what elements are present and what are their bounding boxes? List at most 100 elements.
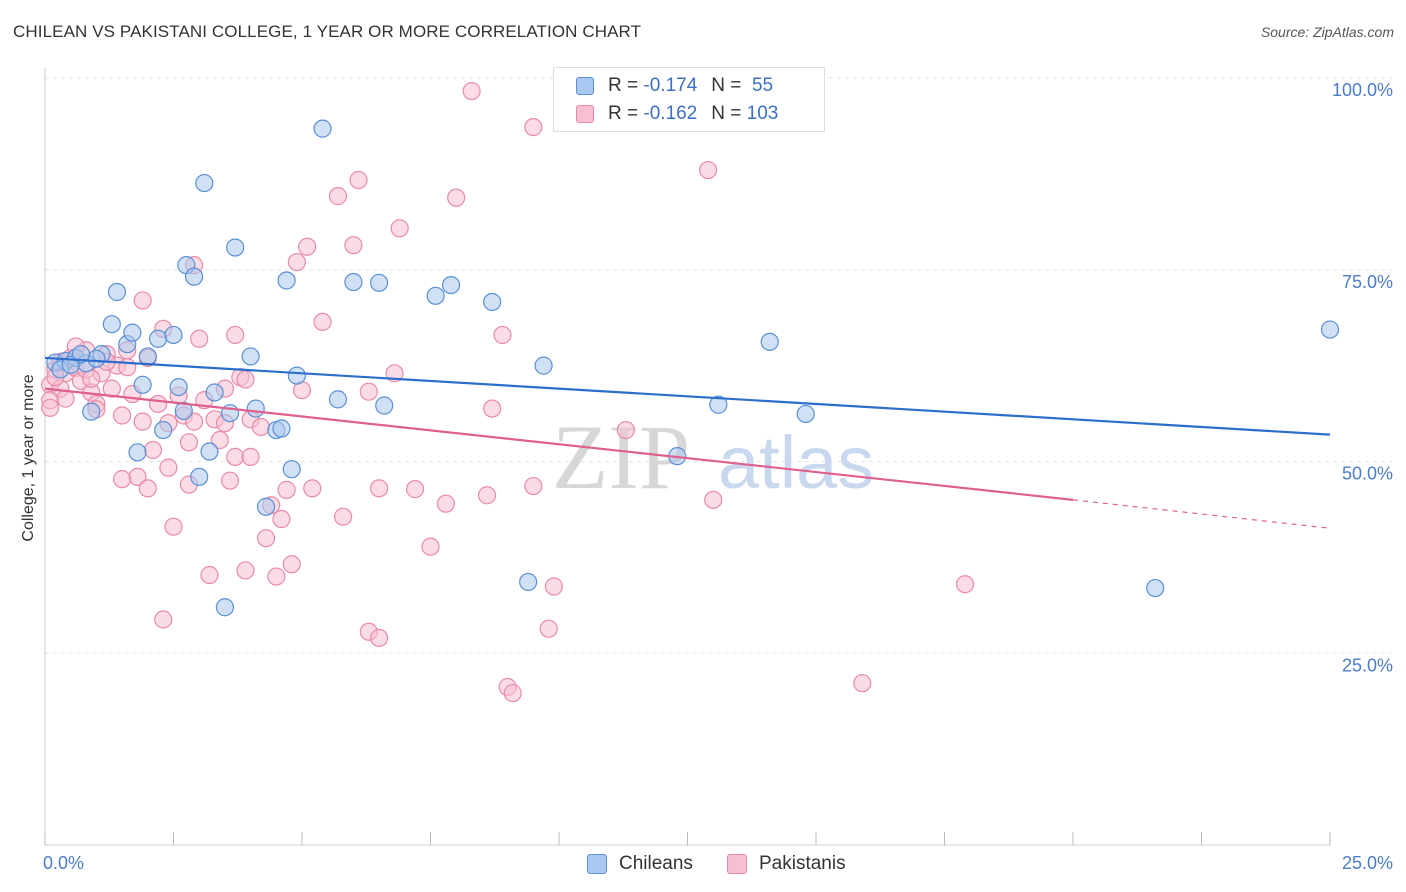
- pakistanis-point: [616, 420, 635, 440]
- pakistanis-point: [477, 486, 497, 505]
- chileans-point: [205, 383, 224, 402]
- trend-lines: [44, 356, 1331, 529]
- pakistanis-point: [493, 325, 512, 345]
- legend-row-chileans: R = -0.174 N = 55: [576, 74, 773, 98]
- chileans-point: [200, 442, 219, 461]
- pakistanis-point: [539, 619, 558, 638]
- x-tick-label-min: 0.0%: [43, 853, 84, 873]
- pakistanis-point: [405, 480, 425, 499]
- pakistanis-point: [164, 517, 183, 536]
- pakistanis-trend-extension: [1072, 499, 1331, 529]
- pakistanis-point: [133, 412, 152, 431]
- pakistanis-point: [82, 369, 101, 388]
- pakistanis-point: [159, 458, 178, 477]
- pakistanis-point: [41, 398, 60, 417]
- chileans-point: [246, 399, 265, 418]
- chileans-swatch: [576, 77, 594, 95]
- pakistanis-point: [154, 610, 173, 629]
- pakistanis-legend-swatch: [727, 854, 747, 874]
- pakistanis-legend-label: Pakistanis: [759, 853, 846, 874]
- chileans-point: [190, 467, 209, 486]
- chileans-point: [195, 173, 214, 193]
- chileans-n-label: N =: [711, 75, 742, 96]
- chileans-point: [519, 572, 538, 592]
- pakistanis-point: [179, 433, 199, 452]
- chileans-point: [796, 404, 815, 424]
- chileans-point: [154, 420, 173, 440]
- pakistanis-trend-line: [44, 387, 1074, 501]
- pakistanis-swatch: [576, 105, 594, 123]
- chileans-point: [138, 347, 157, 366]
- chileans-point: [107, 282, 127, 302]
- chileans-legend-label: Chileans: [619, 853, 693, 874]
- axes: [44, 68, 1331, 846]
- pakistanis-point: [544, 577, 563, 596]
- y-axis-label: College, 1 year or more: [20, 374, 37, 541]
- chileans-point: [87, 349, 106, 368]
- legend-row-pakistanis: R = -0.162 N = 103: [576, 102, 778, 126]
- chileans-point: [169, 378, 188, 397]
- source-credit: Source: ZipAtlas.com: [1260, 24, 1394, 40]
- pakistanis-point: [241, 447, 260, 466]
- x-tick-label-max: 25.0%: [1342, 853, 1393, 873]
- chileans-point: [282, 460, 301, 479]
- chileans-point: [184, 267, 204, 286]
- y-tick-label: 75.0%: [1342, 272, 1393, 292]
- pakistanis-point: [210, 430, 229, 450]
- chileans-r-label: R =: [608, 75, 639, 96]
- chileans-point: [375, 396, 394, 415]
- chileans-point: [133, 375, 152, 394]
- pakistanis-point: [112, 406, 132, 425]
- pakistanis-point: [344, 236, 363, 255]
- pakistanis-points: [41, 81, 975, 703]
- chileans-point: [277, 271, 296, 290]
- pakistanis-point: [236, 561, 255, 580]
- pakistanis-point: [436, 494, 456, 513]
- pakistanis-point: [704, 490, 723, 509]
- pakistanis-point: [421, 537, 440, 556]
- chileans-point: [256, 497, 276, 516]
- pakistanis-point: [390, 219, 409, 238]
- chileans-point: [426, 286, 445, 305]
- pakistanis-point: [251, 417, 270, 437]
- pakistanis-point: [349, 170, 368, 190]
- chileans-r-value: -0.174: [643, 75, 698, 96]
- chileans-point: [82, 402, 101, 421]
- pakistanis-point: [370, 628, 389, 648]
- pakistanis-point: [370, 479, 389, 498]
- chileans-point: [760, 332, 779, 351]
- pakistanis-point: [328, 187, 348, 206]
- chileans-point: [313, 119, 332, 138]
- pakistanis-point: [359, 382, 378, 401]
- pakistanis-point: [313, 312, 332, 332]
- pakistanis-r-label: R =: [608, 103, 639, 124]
- pakistanis-point: [853, 674, 872, 693]
- pakistanis-point: [220, 471, 240, 490]
- pakistanis-point: [138, 479, 157, 498]
- chileans-point: [71, 345, 91, 364]
- chileans-points: [46, 119, 1340, 617]
- pakistanis-point: [503, 684, 522, 703]
- chileans-point: [534, 356, 553, 375]
- pakistanis-n-label: N =: [711, 103, 742, 124]
- pakistanis-point: [698, 160, 718, 180]
- pakistanis-point: [287, 252, 306, 272]
- pakistanis-point: [102, 379, 121, 398]
- chileans-point: [102, 315, 121, 334]
- correlation-legend: R = -0.174 N = 55 R = -0.162 N = 103: [553, 67, 825, 132]
- watermark: ZIP atlas: [552, 406, 874, 508]
- chileans-point: [370, 273, 389, 292]
- pakistanis-point: [236, 370, 255, 389]
- chileans-point: [1146, 578, 1165, 598]
- pakistanis-point: [955, 575, 975, 594]
- y-tick-label: 50.0%: [1342, 464, 1393, 484]
- chileans-point: [441, 275, 461, 295]
- chileans-point: [483, 292, 502, 312]
- chileans-point: [174, 401, 193, 420]
- chileans-trend-line: [44, 356, 1331, 436]
- chileans-point: [272, 419, 291, 438]
- bottom-legend-chileans: Chileans: [587, 852, 693, 876]
- pakistanis-point: [143, 440, 163, 460]
- pakistanis-point: [226, 447, 245, 466]
- chileans-n-value: 55: [751, 75, 774, 96]
